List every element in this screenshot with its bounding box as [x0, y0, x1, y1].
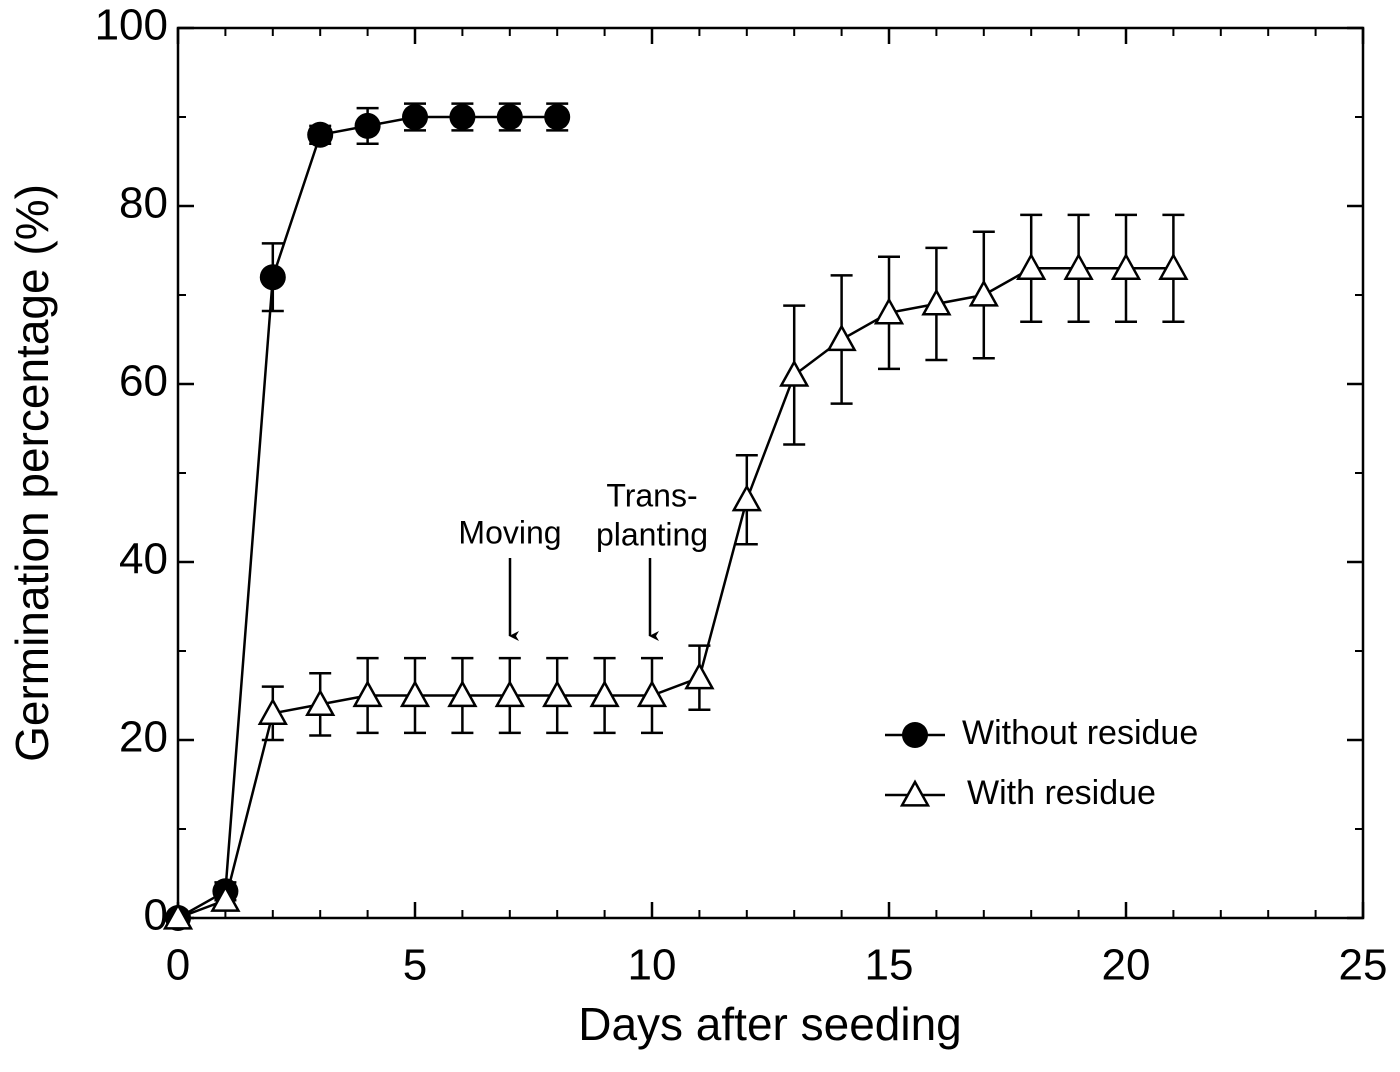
marker — [921, 288, 952, 316]
marker — [162, 902, 194, 930]
series-line — [177, 267, 1174, 920]
marker — [259, 264, 286, 291]
plot-frame — [176, 26, 1365, 920]
annotation: Trans- — [606, 477, 697, 513]
legend-label: With residue — [967, 774, 1156, 812]
marker — [542, 679, 573, 708]
marker — [305, 688, 336, 717]
x-tick-label: 15 — [865, 941, 914, 990]
marker — [494, 679, 525, 708]
legend-marker — [902, 722, 928, 748]
marker — [307, 121, 334, 148]
marker — [826, 323, 857, 352]
x-tick-label: 10 — [628, 941, 677, 990]
x-axis-label: Days after seeding — [578, 998, 962, 1050]
x-tick-label: 0 — [166, 941, 190, 990]
marker — [779, 359, 810, 387]
marker — [210, 884, 241, 912]
marker — [447, 679, 478, 708]
y-tick-label: 60 — [119, 357, 168, 406]
marker — [1158, 252, 1189, 280]
marker — [1016, 252, 1047, 280]
marker — [402, 104, 428, 130]
marker — [1063, 252, 1094, 280]
marker — [873, 297, 905, 325]
marker — [257, 697, 288, 725]
y-tick-label: 100 — [95, 1, 168, 50]
y-tick-label: 40 — [119, 535, 168, 584]
y-tick-label: 20 — [119, 713, 168, 762]
y-axis-label: Germination percentage (%) — [6, 184, 58, 762]
marker — [352, 679, 383, 708]
annotation: Moving — [458, 514, 561, 550]
y-tick-label: 80 — [119, 179, 168, 228]
x-tick-label: 25 — [1339, 941, 1388, 990]
marker — [589, 679, 620, 708]
marker — [544, 104, 571, 130]
marker — [399, 679, 431, 708]
marker — [496, 104, 523, 130]
x-tick-label: 20 — [1102, 941, 1151, 990]
marker — [684, 662, 715, 690]
annotation: planting — [596, 516, 708, 552]
legend-label: Without residue — [962, 714, 1198, 752]
x-tick-label: 5 — [403, 941, 427, 990]
legend-marker — [899, 779, 931, 807]
marker — [449, 104, 476, 130]
marker — [1110, 252, 1142, 280]
marker — [636, 679, 668, 708]
y-tick-label: 0 — [144, 891, 168, 940]
marker — [354, 112, 381, 139]
marker — [968, 279, 999, 307]
marker — [731, 484, 762, 512]
